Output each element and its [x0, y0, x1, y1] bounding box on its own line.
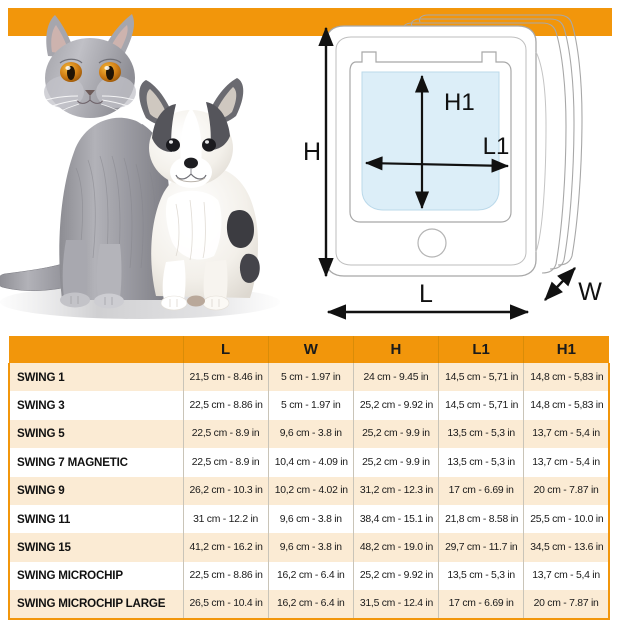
door-depth-outlines: [402, 14, 583, 274]
value-H: 25,2 cm - 9.92 in: [352, 391, 440, 420]
value-W: 16,2 cm - 6.4 in: [267, 561, 354, 591]
dimension-label-H: H: [303, 138, 321, 166]
value-H1: 14,8 cm - 5,83 in: [523, 391, 610, 420]
value-H1: 14,8 cm - 5,83 in: [523, 363, 610, 392]
value-L1: 13,5 cm - 5,3 in: [438, 561, 525, 591]
column-header-H1: H1: [523, 336, 610, 363]
value-H1: 25,5 cm - 10.0 in: [523, 504, 610, 534]
value-H: 25,2 cm - 9.92 in: [352, 561, 440, 591]
value-W: 5 cm - 1.97 in: [267, 363, 354, 392]
table-row: SWING MICROCHIP LARGE 26,5 cm - 10.4 in …: [8, 590, 610, 620]
value-H: 31,2 cm - 12.3 in: [352, 476, 440, 505]
column-header-model: [8, 336, 184, 363]
column-header-W: W: [267, 336, 354, 363]
dimension-label-L: L: [419, 280, 433, 308]
dog-eyes: [166, 138, 216, 152]
value-L: 31 cm - 12.2 in: [182, 504, 269, 534]
value-L: 26,5 cm - 10.4 in: [182, 590, 269, 620]
value-H1: 13,7 cm - 5,4 in: [523, 561, 610, 591]
value-L1: 17 cm - 6.69 in: [438, 476, 525, 505]
model-name: SWING MICROCHIP LARGE: [8, 590, 184, 620]
value-H1: 13,7 cm - 5,4 in: [523, 419, 610, 449]
model-name: SWING 9: [8, 476, 184, 505]
value-W: 16,2 cm - 6.4 in: [267, 590, 354, 620]
column-header-H: H: [352, 336, 440, 363]
table-row: SWING 1 21,5 cm - 8.46 in 5 cm - 1.97 in…: [8, 363, 610, 392]
value-L1: 14,5 cm - 5,71 in: [438, 363, 525, 392]
value-W: 9,6 cm - 3.8 in: [267, 504, 354, 534]
value-H: 48,2 cm - 19.0 in: [352, 533, 440, 562]
value-L: 22,5 cm - 8.86 in: [182, 391, 269, 420]
model-name: SWING 1: [8, 363, 184, 392]
value-L: 22,5 cm - 8.9 in: [182, 419, 269, 449]
value-H: 31,5 cm - 12.4 in: [352, 590, 440, 620]
value-H: 24 cm - 9.45 in: [352, 363, 440, 392]
value-L: 21,5 cm - 8.46 in: [182, 363, 269, 392]
table-row: SWING 15 41,2 cm - 16.2 in 9,6 cm - 3.8 …: [8, 533, 610, 562]
column-header-L: L: [182, 336, 269, 363]
value-L: 41,2 cm - 16.2 in: [182, 533, 269, 562]
value-L1: 13,5 cm - 5,3 in: [438, 448, 525, 477]
table-row: SWING 9 26,2 cm - 10.3 in 10,2 cm - 4.02…: [8, 476, 610, 505]
door-flap-panel: [361, 71, 500, 211]
table-row: SWING MICROCHIP 22,5 cm - 8.86 in 16,2 c…: [8, 561, 610, 591]
value-L1: 29,7 cm - 11.7 in: [438, 533, 525, 562]
model-name: SWING MICROCHIP: [8, 561, 184, 591]
cat-eyes: [59, 58, 122, 82]
value-H1: 13,7 cm - 5,4 in: [523, 448, 610, 477]
value-L: 22,5 cm - 8.9 in: [182, 448, 269, 477]
table-row: SWING 3 22,5 cm - 8.86 in 5 cm - 1.97 in…: [8, 391, 610, 420]
dimension-label-W: W: [578, 278, 602, 306]
cat-figure: [0, 14, 171, 309]
value-L: 22,5 cm - 8.86 in: [182, 561, 269, 591]
value-L1: 21,8 cm - 8.58 in: [438, 504, 525, 534]
cat-and-dog-photo: [0, 0, 300, 332]
model-name: SWING 11: [8, 504, 184, 534]
value-H1: 20 cm - 7.87 in: [523, 590, 610, 620]
column-header-L1: L1: [438, 336, 525, 363]
model-name: SWING 7 MAGNETIC: [8, 448, 184, 477]
value-W: 5 cm - 1.97 in: [267, 391, 354, 420]
value-W: 10,2 cm - 4.02 in: [267, 476, 354, 505]
value-H1: 34,5 cm - 13.6 in: [523, 533, 610, 562]
value-L: 26,2 cm - 10.3 in: [182, 476, 269, 505]
specifications-table: L W H L1 H1 SWING 1 21,5 cm - 8.46 in 5 …: [8, 336, 610, 620]
dimension-arrow-L1: [364, 156, 510, 173]
dimension-label-H1: H1: [444, 89, 475, 116]
door-lock-knob: [417, 228, 447, 258]
value-H: 38,4 cm - 15.1 in: [352, 504, 440, 534]
model-name: SWING 5: [8, 419, 184, 449]
table-header-row: L W H L1 H1: [8, 336, 610, 363]
value-W: 9,6 cm - 3.8 in: [267, 533, 354, 562]
dimension-label-L1: L1: [483, 133, 510, 160]
value-L1: 13,5 cm - 5,3 in: [438, 419, 525, 449]
value-L1: 14,5 cm - 5,71 in: [438, 391, 525, 420]
dog-figure: [139, 78, 260, 311]
value-H1: 20 cm - 7.87 in: [523, 476, 610, 505]
table-row: SWING 7 MAGNETIC 22,5 cm - 8.9 in 10,4 c…: [8, 448, 610, 477]
value-H: 25,2 cm - 9.9 in: [352, 448, 440, 477]
value-L1: 17 cm - 6.69 in: [438, 590, 525, 620]
table-row: SWING 5 22,5 cm - 8.9 in 9,6 cm - 3.8 in…: [8, 419, 610, 449]
dimension-arrow-W: [544, 267, 576, 301]
model-name: SWING 3: [8, 391, 184, 420]
value-H: 25,2 cm - 9.9 in: [352, 419, 440, 449]
table-row: SWING 11 31 cm - 12.2 in 9,6 cm - 3.8 in…: [8, 504, 610, 534]
value-W: 10,4 cm - 4.09 in: [267, 448, 354, 477]
pet-door-dimension-diagram: H L W H1 L1: [300, 0, 620, 332]
value-W: 9,6 cm - 3.8 in: [267, 419, 354, 449]
model-name: SWING 15: [8, 533, 184, 562]
